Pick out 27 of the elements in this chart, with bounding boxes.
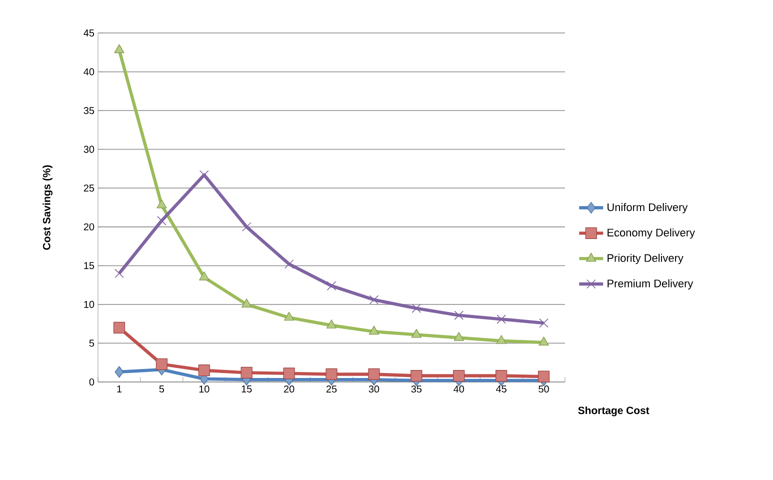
x-tick-label: 5: [159, 386, 164, 392]
x-tick-label: 40: [454, 386, 464, 393]
legend-label: Premium Delivery: [608, 279, 694, 290]
y-tick-label: 45: [84, 30, 94, 36]
y-tick-label: 10: [84, 300, 94, 308]
x-axis-title: Shortage Cost: [578, 406, 650, 416]
x-tick-label: 15: [242, 386, 252, 392]
y-tick-label: 5: [89, 340, 94, 347]
legend-label: Economy Delivery: [608, 228, 695, 239]
y-tick-label: 0: [89, 378, 94, 386]
x-tick-label: 50: [538, 386, 549, 393]
x-tick-label: 20: [284, 386, 294, 393]
y-axis-title: Cost Savings (%): [42, 165, 52, 250]
y-tick-label: 15: [84, 262, 94, 270]
y-tick-label: 25: [84, 184, 94, 192]
x-tick-label: 30: [368, 386, 380, 393]
y-tick-label: 35: [84, 107, 94, 114]
x-tick-label: 1: [117, 386, 122, 392]
legend-label: Priority Delivery: [608, 254, 684, 264]
x-tick-label: 25: [326, 386, 337, 393]
x-tick-label: 10: [199, 386, 210, 393]
y-tick-label: 30: [84, 146, 94, 153]
y-tick-label: 40: [84, 68, 94, 76]
y-tick-label: 20: [84, 223, 94, 230]
x-tick-label: 45: [496, 386, 506, 392]
legend-label: Uniform Delivery: [608, 203, 688, 214]
x-tick-label: 35: [411, 386, 422, 393]
